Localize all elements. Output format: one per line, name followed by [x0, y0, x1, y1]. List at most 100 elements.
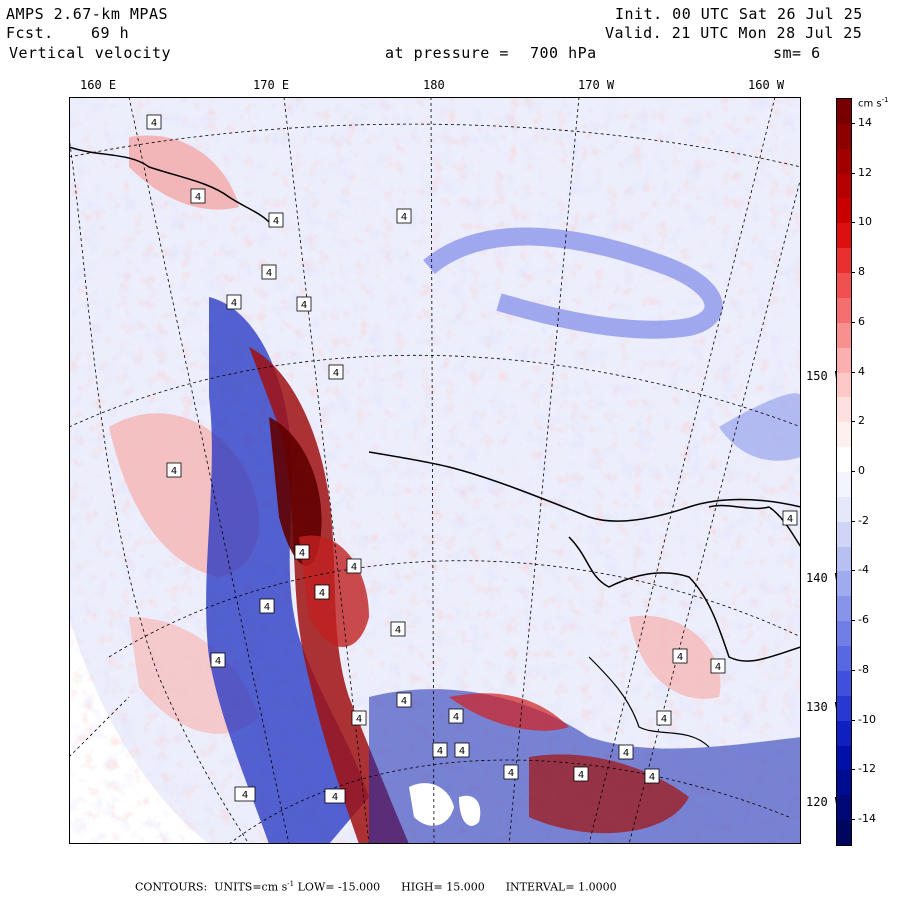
svg-text:4: 4	[301, 300, 307, 311]
white-patch-1	[409, 783, 454, 826]
marker-box: 4	[226, 294, 242, 310]
coastline-southeast	[588, 656, 710, 748]
meridian-170w	[508, 97, 580, 844]
white-patch-2	[459, 795, 481, 826]
colorbar-tick-label: -8	[858, 662, 869, 676]
colorbar-tick-mark	[851, 570, 855, 572]
svg-text:4: 4	[661, 714, 667, 725]
colorbar-tick-mark	[851, 471, 855, 472]
parallel-85s	[228, 759, 790, 844]
meridian-160e	[128, 97, 290, 844]
marker-box: 4	[259, 598, 275, 614]
parallel-80s	[108, 560, 801, 658]
svg-text:4: 4	[242, 790, 248, 801]
marker-box: 4	[166, 462, 182, 478]
svg-text:4: 4	[333, 368, 339, 379]
svg-text:4: 4	[332, 792, 338, 803]
colorbar-segment	[837, 745, 851, 771]
colorbar-segment	[837, 422, 851, 448]
colorbar-tick-label: 10	[858, 215, 872, 229]
blue-band-east	[719, 393, 801, 461]
colorbar-segment	[837, 521, 851, 548]
svg-text:4: 4	[623, 748, 629, 759]
marker-box: 4	[146, 114, 162, 130]
colorbar-tick-mark	[851, 172, 855, 174]
forecast-hour: 69 h	[91, 24, 130, 42]
marker-box: 4	[234, 786, 256, 802]
marker-box: 4	[503, 764, 519, 780]
colorbar-tick-mark	[851, 421, 855, 423]
svg-text:4: 4	[319, 588, 325, 599]
svg-text:4: 4	[649, 772, 655, 783]
colorbar	[836, 98, 852, 846]
colorbar-segment	[837, 472, 851, 498]
model-title: AMPS 2.67-km MPAS	[6, 5, 169, 23]
colorbar-segment	[837, 148, 851, 175]
svg-text:4: 4	[578, 770, 584, 781]
marker-box: 4	[261, 264, 277, 280]
colorbar-tick-label: -10	[858, 712, 876, 726]
svg-text:4: 4	[299, 548, 305, 559]
svg-text:4: 4	[715, 662, 721, 673]
domain-corner	[69, 696, 130, 758]
colorbar-tick-mark	[851, 669, 855, 671]
colorbar-tick-label: -2	[858, 513, 869, 527]
parallel-70s	[69, 123, 801, 168]
colorbar-segment	[837, 273, 851, 299]
colorbar-segment	[837, 795, 851, 821]
coastline-ross-ice-shelf	[368, 451, 801, 522]
meridian-160w	[588, 97, 776, 844]
coastline-east-islands	[708, 504, 801, 548]
colorbar-tick-mark	[851, 769, 855, 771]
ridge-dark	[269, 417, 322, 566]
svg-text:4: 4	[231, 298, 237, 309]
marker-box: 4	[656, 710, 672, 726]
colorbar-segment	[837, 397, 851, 423]
level-value: 700 hPa	[530, 44, 597, 62]
colorbar-tick-mark	[851, 122, 855, 124]
colorbar-tick-label: -6	[858, 613, 869, 627]
smoothing-label: sm= 6	[773, 44, 821, 62]
terrain-markers: 4 4 4 4 4 4 4 4 4 4 4 4 4 4 4 4 4 4 4 4 …	[146, 114, 798, 804]
lon-label-160e: 160 E	[80, 78, 117, 92]
marker-box: 4	[324, 788, 346, 804]
colorbar-segment	[837, 695, 851, 722]
colorbar-segment	[837, 123, 851, 150]
svg-text:4: 4	[195, 192, 201, 203]
marker-box: 4	[390, 621, 406, 637]
colorbar-segment	[837, 297, 851, 324]
colorbar-tick-label: -14	[858, 812, 876, 826]
colorbar-tick-mark	[851, 719, 855, 721]
svg-text:4: 4	[508, 768, 514, 779]
meridian-180	[430, 97, 435, 844]
lon-label-170w: 170 W	[578, 78, 615, 92]
svg-text:4: 4	[151, 118, 157, 129]
colorbar-segment	[837, 496, 851, 523]
colorbar-segment	[837, 447, 851, 473]
parallel-75s	[69, 354, 801, 428]
marker-box: 4	[294, 544, 310, 560]
svg-text:4: 4	[401, 212, 407, 223]
colorbar-segment	[837, 173, 851, 199]
svg-text:4: 4	[459, 746, 465, 757]
marker-box: 4	[396, 208, 412, 224]
colorbar-segment	[837, 322, 851, 349]
colorbar-segment	[837, 820, 851, 846]
marker-box: 4	[573, 766, 589, 782]
svg-text:4: 4	[437, 746, 443, 757]
meridian-150w	[628, 176, 801, 844]
colorbar-segment	[837, 720, 851, 747]
colorbar-tick-mark	[851, 222, 855, 224]
coastline-east	[568, 536, 801, 662]
marker-box: 4	[432, 742, 448, 758]
svg-text:4: 4	[264, 602, 270, 613]
colorbar-tick-label: 8	[858, 265, 865, 279]
marker-box: 4	[346, 558, 362, 574]
marker-box: 4	[454, 742, 470, 758]
colorbar-segment	[837, 596, 851, 622]
colorbar-segment	[837, 223, 851, 249]
colorbar-tick-label: -12	[858, 762, 876, 776]
svg-text:4: 4	[677, 652, 683, 663]
lon-label-170e: 170 E	[253, 78, 290, 92]
colorbar-segment	[837, 198, 851, 224]
